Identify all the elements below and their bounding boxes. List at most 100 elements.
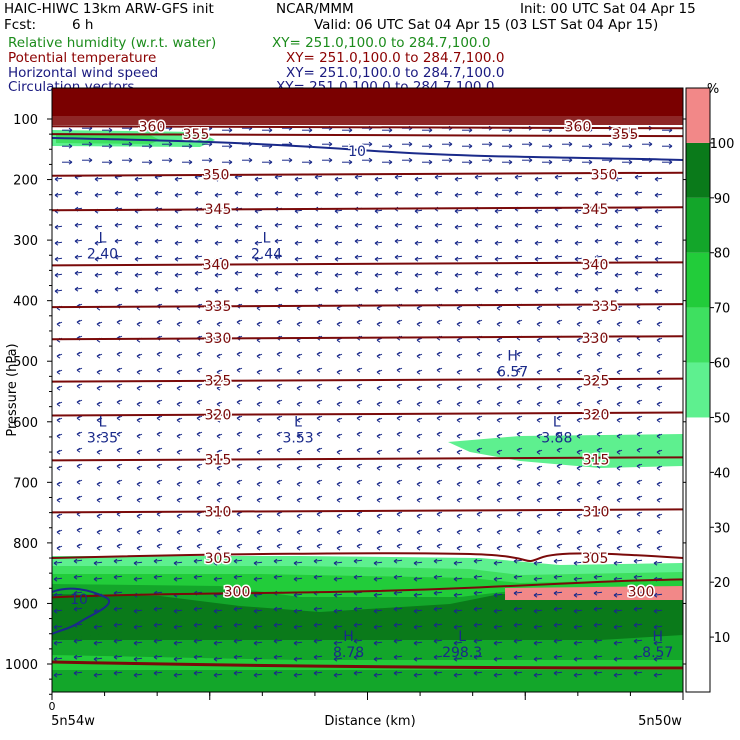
- vector-head: [76, 495, 81, 501]
- vector-head: [434, 222, 439, 228]
- vector-head: [196, 383, 201, 389]
- vector-arrow: [473, 655, 483, 658]
- theta-label: 330: [582, 331, 609, 347]
- vector-arrow: [393, 671, 403, 674]
- vector-head: [533, 624, 538, 630]
- vector-head: [536, 353, 541, 359]
- vector-head: [96, 417, 101, 423]
- vector-head: [576, 449, 581, 455]
- vector-arrow: [154, 287, 163, 290]
- extremum-symbol: L: [99, 415, 107, 431]
- vector-head: [168, 141, 173, 147]
- vector-arrow: [514, 271, 523, 274]
- vector-head: [654, 208, 659, 214]
- vector-head: [333, 608, 338, 614]
- vector-head: [394, 254, 399, 260]
- vector-head: [636, 463, 641, 469]
- vector-head: [128, 157, 133, 163]
- vector-arrow: [473, 575, 483, 578]
- vector-head: [414, 176, 419, 182]
- vector-head: [656, 433, 661, 439]
- vector-arrow: [493, 593, 503, 596]
- vector-arrow: [554, 175, 563, 178]
- vector-head: [116, 431, 121, 437]
- vector-arrow: [613, 561, 623, 564]
- vector-head: [96, 529, 101, 535]
- vector-head: [416, 449, 421, 455]
- theta-label: 340: [203, 257, 230, 273]
- colorbar-tick-label: 10: [714, 631, 731, 646]
- vector-head: [334, 272, 339, 278]
- vector-arrow: [373, 609, 383, 612]
- vector-arrow: [634, 255, 643, 258]
- vector-head: [314, 238, 319, 244]
- vector-head: [653, 608, 658, 614]
- vector-head: [156, 399, 161, 405]
- vector-head: [493, 656, 498, 662]
- vector-head: [534, 256, 539, 262]
- y-tick-label: 500: [13, 355, 38, 370]
- vector-head: [236, 511, 241, 517]
- vector-arrow: [194, 239, 203, 242]
- vector-head: [93, 576, 98, 582]
- vector-arrow: [113, 655, 123, 658]
- vector-arrow: [294, 289, 303, 292]
- vector-head: [273, 654, 278, 660]
- vector-arrow: [314, 271, 323, 274]
- vector-head: [496, 449, 501, 455]
- vector-arrow: [154, 175, 163, 178]
- vector-head: [296, 481, 301, 487]
- vector-head: [193, 638, 198, 644]
- vector-arrow: [574, 193, 583, 196]
- vector-head: [514, 222, 519, 228]
- extremum-symbol: L: [553, 415, 561, 431]
- vector-head: [76, 415, 81, 421]
- vector-head: [256, 385, 261, 391]
- vector-head: [516, 431, 521, 437]
- vector-arrow: [153, 559, 163, 562]
- vector-head: [416, 321, 421, 327]
- vector-head: [194, 254, 199, 260]
- vector-arrow: [433, 671, 443, 674]
- vector-arrow: [153, 623, 163, 626]
- vector-head: [214, 224, 219, 230]
- vector-head: [293, 624, 298, 630]
- vector-arrow: [614, 257, 623, 260]
- vector-head: [553, 558, 558, 564]
- vector-head: [113, 574, 118, 580]
- vector-head: [233, 638, 238, 644]
- vector-arrow: [174, 193, 183, 196]
- vector-arrow: [654, 209, 663, 212]
- vector-head: [434, 270, 439, 276]
- vector-arrow: [493, 673, 503, 676]
- vector-head: [214, 176, 219, 182]
- vector-head: [276, 415, 281, 421]
- vector-arrow: [93, 657, 103, 660]
- vector-arrow: [54, 289, 63, 292]
- vector-head: [376, 465, 381, 471]
- vector-head: [554, 222, 559, 228]
- vector-arrow: [453, 657, 463, 660]
- vector-head: [256, 433, 261, 439]
- vector-arrow: [353, 607, 363, 610]
- vector-arrow: [134, 241, 143, 244]
- vector-head: [168, 157, 173, 163]
- vector-head: [628, 143, 633, 149]
- vector-head: [173, 656, 178, 662]
- vector-arrow: [653, 673, 663, 676]
- vector-arrow: [73, 671, 83, 674]
- vector-head: [388, 159, 393, 165]
- vector-arrow: [294, 273, 303, 276]
- vector-arrow: [553, 623, 563, 626]
- vector-head: [474, 270, 479, 276]
- vector-arrow: [554, 239, 563, 242]
- vector-head: [574, 240, 579, 246]
- vector-arrow: [193, 559, 203, 562]
- vector-arrow: [234, 191, 243, 194]
- vector-arrow: [653, 609, 663, 612]
- vector-arrow: [513, 671, 523, 674]
- vector-head: [556, 527, 561, 533]
- vector-head: [656, 465, 661, 471]
- vector-arrow: [254, 273, 263, 276]
- vector-head: [516, 543, 521, 549]
